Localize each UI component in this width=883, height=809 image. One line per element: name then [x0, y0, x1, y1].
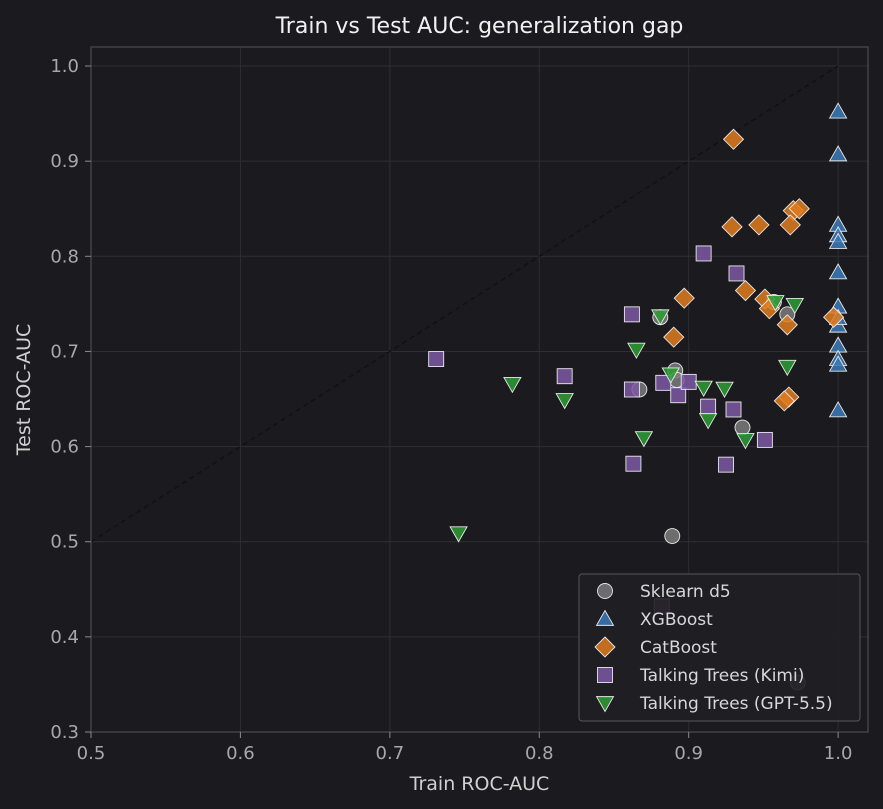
- data-point: [670, 387, 687, 404]
- data-point: [828, 102, 848, 119]
- y-tick-label: 0.4: [50, 627, 79, 648]
- tick-labels: 0.5 0.6 0.7 0.8 0.9 1.0 0.3 0.4 0.5 0.6 0.7 0.8 0.9 1…: [50, 56, 852, 764]
- data-points: [428, 102, 848, 691]
- data-point: [555, 393, 574, 410]
- y-tick-label: 0.3: [50, 722, 79, 743]
- data-point: [756, 431, 773, 448]
- data-point: [428, 351, 445, 368]
- legend-label: XGBoost: [640, 610, 713, 630]
- data-point: [778, 359, 797, 377]
- legend-marker-square: [597, 667, 613, 683]
- data-point: [694, 380, 713, 398]
- data-point: [503, 376, 522, 394]
- diagonal-reference-line: [90, 65, 839, 543]
- data-point: [695, 245, 712, 262]
- data-point: [556, 368, 573, 385]
- legend-item: Talking Trees (Kimi): [597, 666, 804, 686]
- data-point: [449, 526, 468, 543]
- axes: [90, 46, 869, 733]
- data-point: [788, 198, 810, 220]
- data-point: [680, 373, 697, 390]
- data-point: [700, 398, 717, 415]
- data-point: [736, 433, 755, 450]
- data-point: [623, 306, 640, 323]
- data-point: [748, 214, 770, 236]
- data-point: [634, 431, 654, 448]
- x-tick-label: 0.5: [77, 743, 106, 764]
- legend-label: CatBoost: [640, 638, 717, 658]
- y-tick-label: 0.9: [50, 151, 79, 172]
- reference-line-layer: [90, 65, 839, 543]
- x-tick-label: 0.6: [226, 743, 255, 764]
- series-4-points: [449, 295, 805, 543]
- chart-title: Train vs Test AUC: generalization gap: [275, 14, 684, 39]
- legend-label: Talking Trees (GPT-5.5): [639, 694, 833, 714]
- legend-item: XGBoost: [595, 609, 713, 630]
- data-point: [828, 401, 848, 418]
- legend-marker-circle: [597, 583, 613, 599]
- legend-box: [578, 573, 861, 722]
- series-3-points: [428, 245, 773, 615]
- x-tick-label: 1.0: [824, 743, 853, 764]
- x-tick-label: 0.8: [525, 743, 554, 764]
- data-point: [822, 306, 845, 328]
- data-point: [673, 287, 695, 309]
- x-tick-label: 0.7: [376, 743, 405, 764]
- legend-item: CatBoost: [594, 636, 717, 658]
- y-axis-label: Test ROC-AUC: [13, 324, 35, 457]
- y-tick-label: 0.6: [50, 437, 79, 458]
- data-point: [734, 279, 757, 302]
- data-point: [715, 381, 734, 398]
- y-tick-label: 0.8: [50, 246, 79, 267]
- y-tick-label: 1.0: [50, 56, 79, 77]
- data-point: [779, 214, 801, 236]
- legend: Sklearn d5 XGBoost CatBoost Talking Trees (…: [578, 573, 861, 722]
- x-axis-label: Train ROC-AUC: [409, 773, 550, 795]
- data-point: [734, 419, 751, 436]
- data-point: [828, 355, 848, 372]
- data-point: [651, 309, 670, 326]
- legend-marker-triangle-up: [595, 609, 615, 626]
- data-point: [773, 390, 795, 412]
- data-point: [728, 265, 745, 282]
- x-tick-label: 0.9: [674, 743, 703, 764]
- data-point: [664, 528, 681, 544]
- data-point: [698, 413, 718, 430]
- legend-item: Talking Trees (GPT-5.5): [595, 694, 833, 714]
- legend-label: Talking Trees (Kimi): [639, 666, 804, 686]
- data-point: [828, 145, 848, 162]
- data-point: [722, 128, 745, 150]
- y-tick-label: 0.5: [50, 532, 79, 553]
- data-point: [766, 295, 785, 312]
- data-point: [785, 298, 805, 315]
- data-point: [661, 367, 681, 384]
- legend-item: Sklearn d5: [597, 582, 731, 602]
- data-point: [623, 381, 640, 398]
- legend-marker-triangle-down: [595, 696, 615, 713]
- legend-marker-diamond: [594, 636, 616, 658]
- y-tick-label: 0.7: [50, 341, 79, 362]
- data-point: [625, 455, 642, 472]
- axis-labels: Train vs Test AUC: generalization gap Tr…: [13, 14, 683, 795]
- data-point: [627, 342, 646, 359]
- data-point: [828, 232, 848, 249]
- data-point: [718, 456, 734, 473]
- plot-frame: [90, 46, 869, 733]
- legend-label: Sklearn d5: [640, 582, 731, 602]
- data-point: [725, 401, 742, 418]
- data-point: [663, 326, 685, 348]
- data-point: [721, 216, 743, 238]
- data-point: [828, 263, 848, 280]
- series-2-points: [663, 128, 845, 412]
- data-point: [776, 314, 798, 336]
